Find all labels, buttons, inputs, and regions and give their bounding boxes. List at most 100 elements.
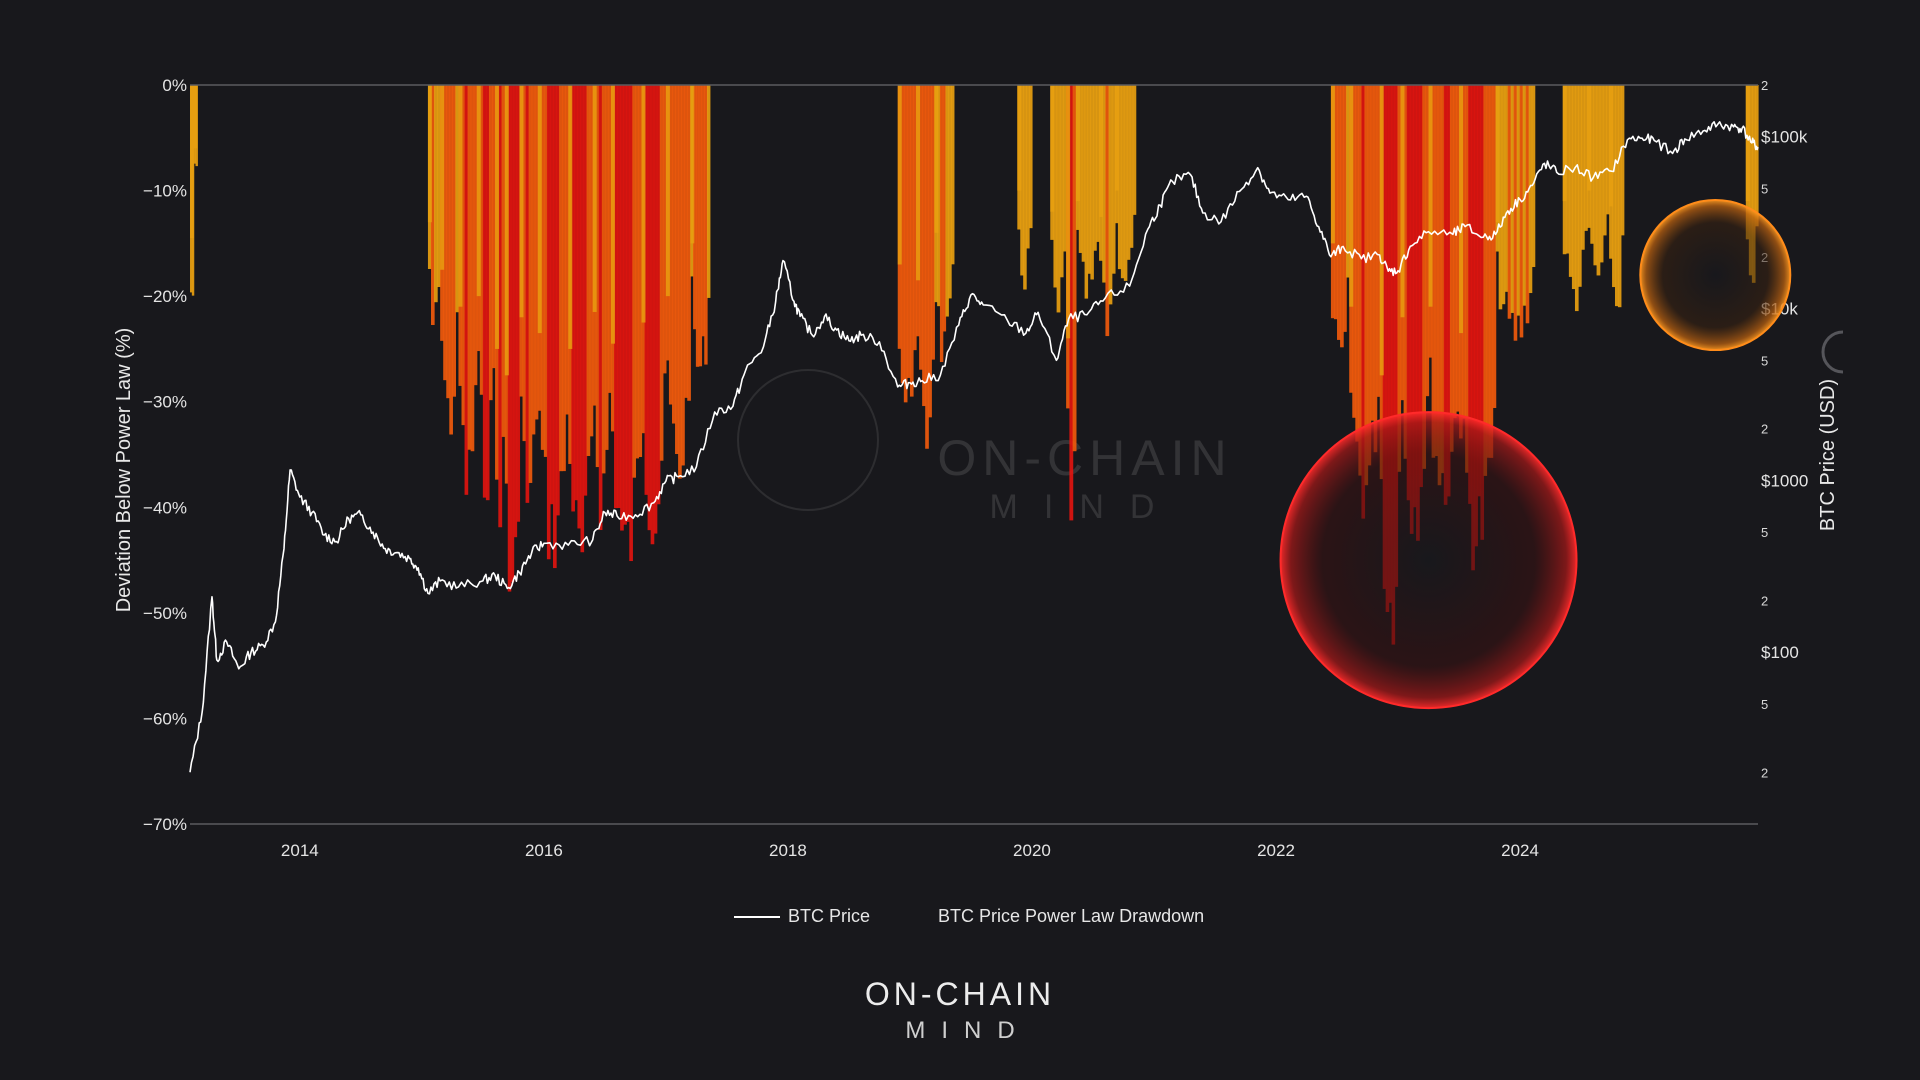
drawdown-bar (1565, 85, 1570, 254)
drawdown-bar-edge (1114, 85, 1119, 191)
drawdown-bar (698, 85, 703, 367)
drawdown-bar (617, 85, 621, 508)
drawdown-bar-edge (1349, 85, 1354, 307)
legend: BTC Price BTC Price Power Law Drawdown (734, 906, 1272, 927)
drawdown-bar (900, 85, 905, 384)
y-right-tick-label: $100k (1761, 128, 1808, 147)
drawdown-bar (1403, 85, 1408, 459)
drawdown-bar (693, 85, 697, 330)
drawdown-bar (1337, 85, 1341, 340)
drawdown-bar (1751, 85, 1756, 283)
legend-item-btc-price[interactable]: BTC Price (734, 906, 870, 927)
drawdown-bar (1382, 85, 1387, 589)
drawdown-bar (583, 85, 588, 496)
drawdown-bar (556, 85, 560, 516)
drawdown-bar (1409, 85, 1414, 534)
drawdown-bar (449, 85, 453, 435)
drawdown-bar (919, 85, 923, 370)
drawdown-bars (190, 85, 1759, 645)
drawdown-bar (656, 85, 661, 505)
drawdown-bar (1072, 85, 1077, 452)
drawdown-bar (678, 85, 682, 479)
drawdown-bar (1754, 85, 1759, 227)
legend-item-drawdown[interactable]: BTC Price Power Law Drawdown (938, 906, 1204, 927)
drawdown-bar (1117, 85, 1122, 270)
drawdown-bar (687, 85, 691, 401)
drawdown-bar (1519, 85, 1524, 338)
drawdown-bar (522, 85, 527, 442)
drawdown-bar-edge (1075, 85, 1080, 202)
brand-bottom: MIND (905, 1017, 1031, 1044)
drawdown-bar (589, 85, 594, 437)
drawdown-bar (942, 85, 947, 332)
drawdown-bar (430, 85, 435, 325)
y-left-tick-label: −50% (143, 604, 187, 623)
drawdown-bar (662, 85, 667, 374)
drawdown-bar-edge (1099, 85, 1104, 217)
drawdown-bar (704, 85, 708, 365)
drawdown-bar (562, 85, 566, 472)
drawdown-bar (1455, 85, 1460, 412)
drawdown-bar (620, 85, 624, 531)
drawdown-bar (531, 85, 536, 435)
drawdown-bar (479, 85, 484, 395)
drawdown-bar (1486, 85, 1491, 458)
drawdown-bar (1617, 85, 1622, 308)
drawdown-bar (928, 85, 932, 418)
drawdown-bar (470, 85, 475, 452)
drawdown-bar (1477, 85, 1481, 497)
y-left-tick-label: 0% (162, 76, 187, 95)
drawdown-bar (607, 85, 612, 393)
drawdown-bar (1525, 85, 1530, 324)
drawdown-bar (647, 85, 652, 531)
drawdown-bar (629, 85, 633, 562)
drawdown-bar (1087, 85, 1091, 274)
drawdown-bar-edge (1330, 85, 1335, 244)
drawdown-bar-edge (1017, 85, 1022, 191)
edge-marker-icon (1821, 330, 1844, 374)
y-right-minor-tick-label: 5 (1761, 181, 1768, 196)
drawdown-bar (1373, 85, 1378, 453)
drawdown-bar (1452, 85, 1457, 419)
drawdown-bar (546, 85, 551, 560)
drawdown-bar (482, 85, 487, 498)
drawdown-bar (1492, 85, 1497, 408)
drawdown-bar (1120, 85, 1125, 279)
drawdown-bar (1062, 85, 1067, 252)
drawdown-bar (1528, 85, 1533, 294)
drawdown-bar (1748, 85, 1753, 276)
drawdown-bar (1590, 85, 1595, 244)
y-right-minor-tick-label: 5 (1761, 697, 1768, 712)
drawdown-bar (1056, 85, 1061, 313)
drawdown-bar (571, 85, 575, 512)
drawdown-bar-edge (1400, 85, 1405, 318)
drawdown-bar (1090, 85, 1094, 280)
y-left-tick-label: −60% (143, 709, 187, 728)
drawdown-bar (1358, 85, 1363, 476)
drawdown-bar (1412, 85, 1417, 508)
drawdown-bar-edge (190, 85, 194, 239)
y-left-tick-label: −30% (143, 393, 187, 412)
drawdown-bar (1602, 85, 1607, 236)
drawdown-bar-edge (1495, 85, 1500, 223)
btc-price-line (189, 121, 1759, 773)
drawdown-bar (528, 85, 533, 483)
drawdown-bar (1581, 85, 1585, 250)
drawdown-bar (586, 85, 591, 456)
drawdown-bar (1507, 85, 1512, 319)
y-right-minor-tick-label: 5 (1761, 353, 1768, 368)
y-right-minor-tick-label: 5 (1761, 525, 1768, 540)
drawdown-bar (644, 85, 649, 495)
highlight-circle-orange (1639, 199, 1792, 352)
drawdown-bar (1431, 85, 1436, 458)
drawdown-bar (601, 85, 606, 474)
watermark-brain-icon (737, 369, 879, 511)
drawdown-bar-edge (1459, 85, 1464, 334)
drawdown-bar (1096, 85, 1100, 242)
drawdown-bar (446, 85, 450, 399)
drawdown-bar (473, 85, 478, 386)
drawdown-bar (1102, 85, 1107, 283)
drawdown-bar-edge (592, 85, 597, 312)
x-tick-label: 2016 (525, 841, 563, 860)
drawdown-bar (461, 85, 466, 426)
